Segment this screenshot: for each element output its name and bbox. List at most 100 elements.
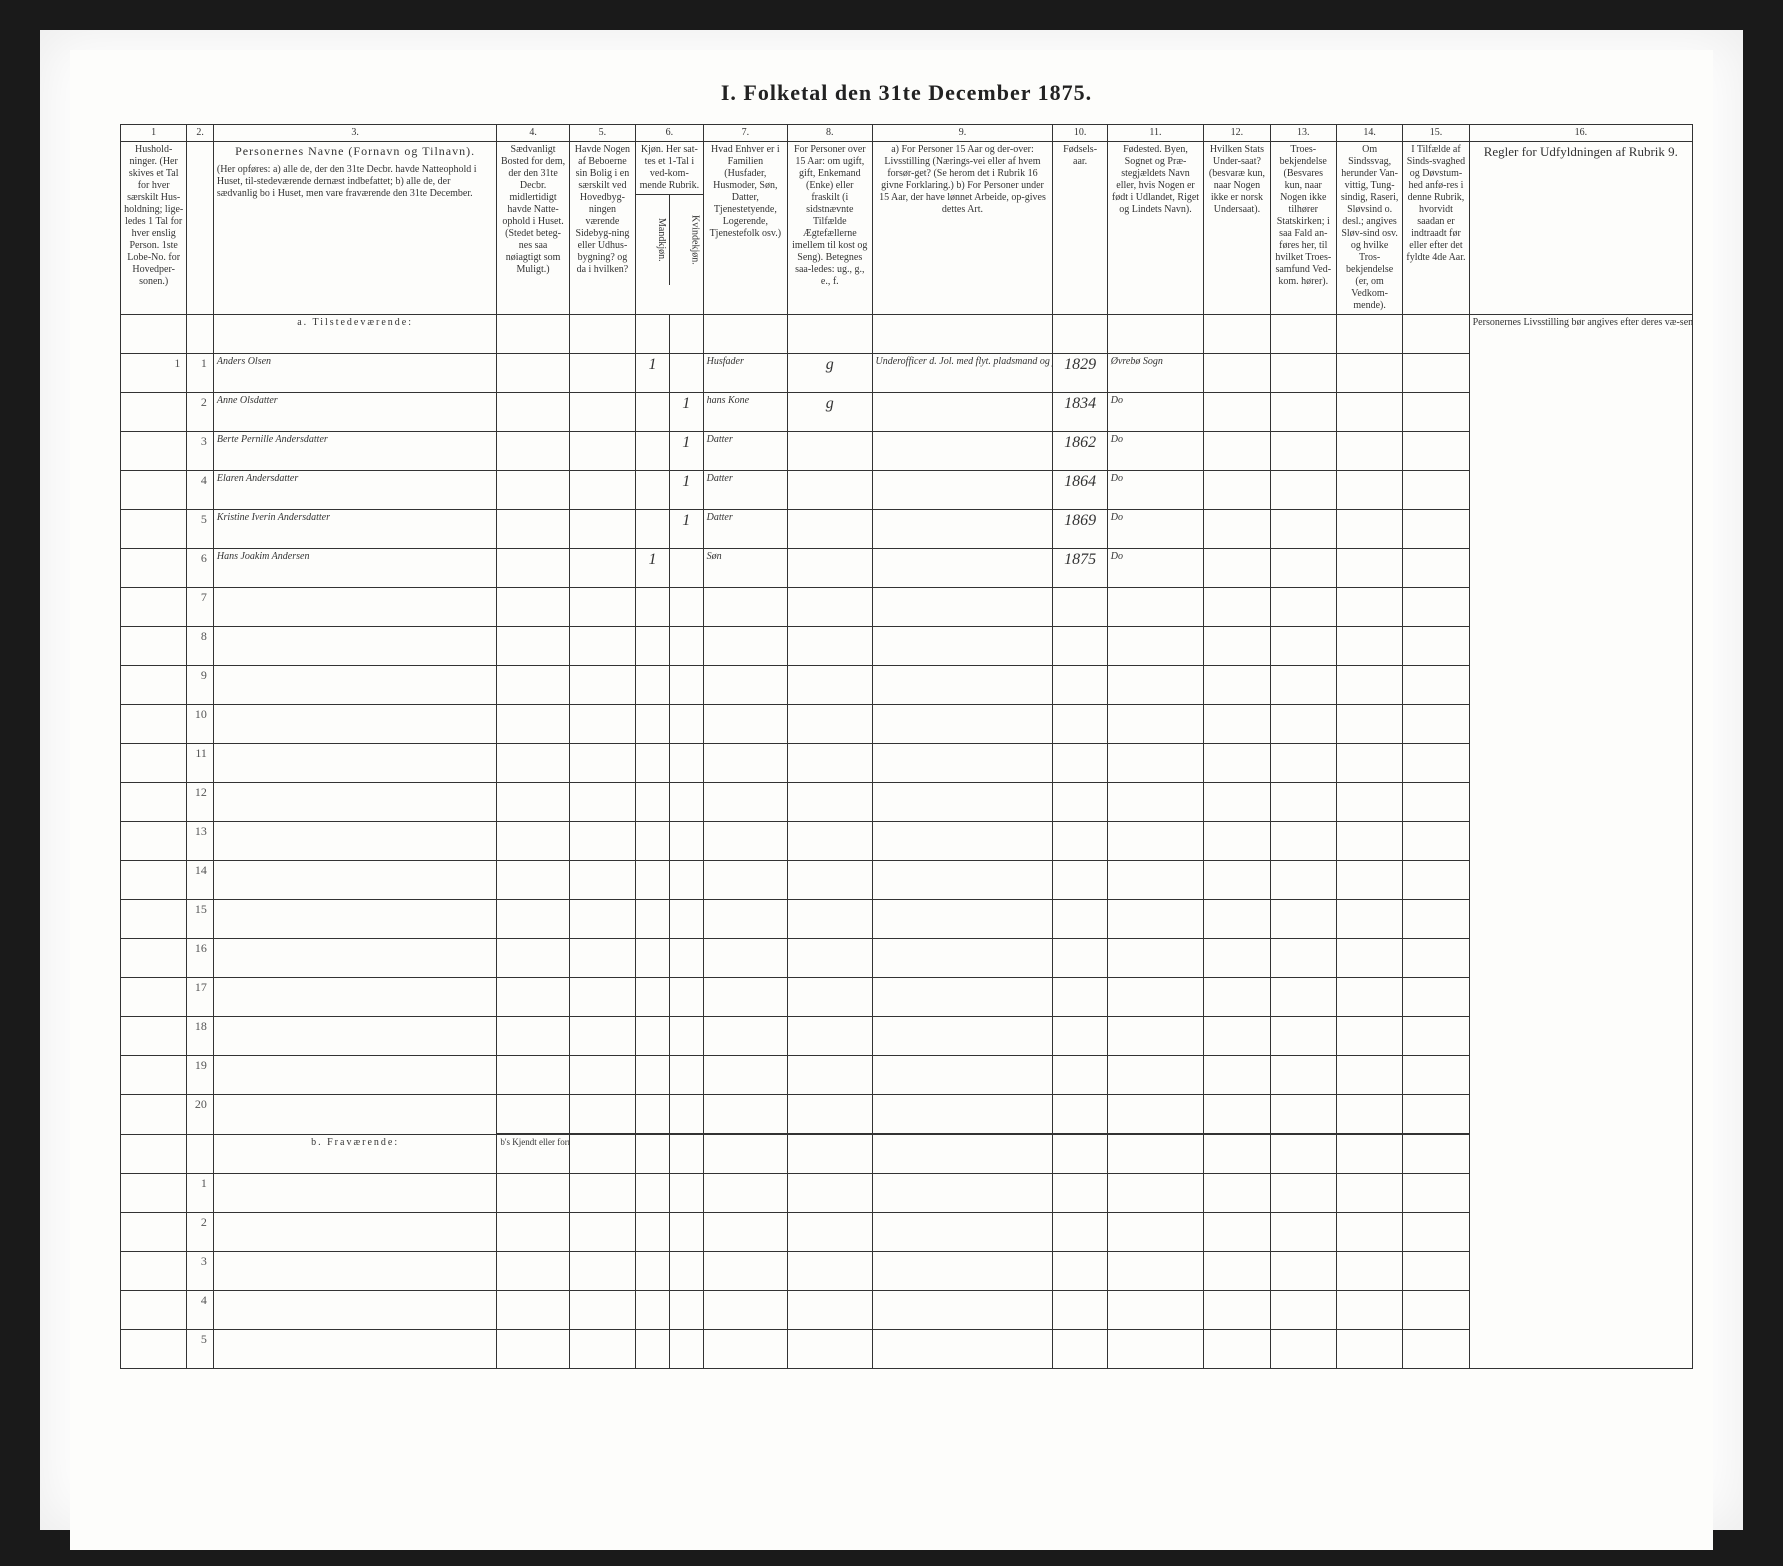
e-9-7 <box>872 666 1053 705</box>
place-4: Do <box>1107 510 1204 549</box>
e-12-10 <box>1204 783 1270 822</box>
c4-1 <box>497 393 569 432</box>
e-18-9 <box>1107 1017 1204 1056</box>
ab-5-10 <box>1204 1330 1270 1369</box>
e-15-4 <box>669 900 703 939</box>
e-20-8 <box>1053 1095 1107 1135</box>
c4-4 <box>497 510 569 549</box>
e-17-13 <box>1403 978 1469 1017</box>
e-9-9 <box>1107 666 1204 705</box>
e-20-2 <box>569 1095 635 1135</box>
ab-3-11 <box>1270 1252 1336 1291</box>
e-10-6 <box>788 705 872 744</box>
c5-5 <box>569 549 635 588</box>
ab-1-0 <box>213 1174 497 1213</box>
e-18-1 <box>497 1017 569 1056</box>
e-19-7 <box>872 1056 1053 1095</box>
e-num-7: 7 <box>187 588 214 627</box>
e-14-6 <box>788 861 872 900</box>
occ-3 <box>872 471 1053 510</box>
e-20-3 <box>636 1095 670 1135</box>
ab-4-1 <box>497 1291 569 1330</box>
ab-1-12 <box>1336 1174 1402 1213</box>
e-15-13 <box>1403 900 1469 939</box>
e-12-11 <box>1270 783 1336 822</box>
e-8-11 <box>1270 627 1336 666</box>
e-20-1 <box>497 1095 569 1135</box>
e-7-8 <box>1053 588 1107 627</box>
hdr-13: Troes-bekjendelse (Besvares kun, naar No… <box>1270 142 1336 315</box>
sec-a-b3 <box>669 315 703 354</box>
e-15-2 <box>569 900 635 939</box>
sexm-1 <box>636 393 670 432</box>
e-8-4 <box>669 627 703 666</box>
ab-5-1 <box>497 1330 569 1369</box>
hdr-9: a) For Personer 15 Aar og der-over: Livs… <box>872 142 1053 315</box>
e-9-2 <box>569 666 635 705</box>
sec-b-b2 <box>187 1134 214 1174</box>
table-row: 3Berte Pernille Andersdatter1Datter1862D… <box>121 432 1693 471</box>
e-15-5 <box>703 900 787 939</box>
e-18-4 <box>669 1017 703 1056</box>
ab-2-13 <box>1403 1213 1469 1252</box>
e-20-7 <box>872 1095 1053 1135</box>
ab-hh-1 <box>121 1174 187 1213</box>
colnum-6: 6. <box>636 125 704 142</box>
ab-3-5 <box>703 1252 787 1291</box>
c4-2 <box>497 432 569 471</box>
colnum-7: 7. <box>703 125 787 142</box>
c15-4 <box>1403 510 1469 549</box>
e-18-3 <box>636 1017 670 1056</box>
e-num-8: 8 <box>187 627 214 666</box>
fam-4: Datter <box>703 510 787 549</box>
e-17-4 <box>669 978 703 1017</box>
c14-4 <box>1336 510 1402 549</box>
ab-4-4 <box>669 1291 703 1330</box>
e-20-5 <box>703 1095 787 1135</box>
civ-0: g <box>788 354 872 393</box>
hh-4 <box>121 510 187 549</box>
hdr-6b: Kvindekjøn. <box>670 195 703 285</box>
ab-5-2 <box>569 1330 635 1369</box>
table-row: 5Kristine Iverin Andersdatter1Datter1869… <box>121 510 1693 549</box>
place-3: Do <box>1107 471 1204 510</box>
e-hh-18 <box>121 1017 187 1056</box>
ab-3-9 <box>1107 1252 1204 1291</box>
e-13-5 <box>703 822 787 861</box>
e-7-11 <box>1270 588 1336 627</box>
ab-5-13 <box>1403 1330 1469 1369</box>
e-17-2 <box>569 978 635 1017</box>
e-19-11 <box>1270 1056 1336 1095</box>
hdr-14: Om Sindssvag, herunder Van-vittig, Tung-… <box>1336 142 1402 315</box>
e-12-6 <box>788 783 872 822</box>
e-9-5 <box>703 666 787 705</box>
e-17-0 <box>213 978 497 1017</box>
hdr-4: Sædvanligt Bosted for dem, der den 31te … <box>497 142 569 315</box>
e-11-5 <box>703 744 787 783</box>
ab-1-3 <box>636 1174 670 1213</box>
e-19-8 <box>1053 1056 1107 1095</box>
table-row: 11Anders Olsen1HusfadergUnderofficer d. … <box>121 354 1693 393</box>
ab-1-10 <box>1204 1174 1270 1213</box>
ab-5-0 <box>213 1330 497 1369</box>
e-8-8 <box>1053 627 1107 666</box>
e-18-2 <box>569 1017 635 1056</box>
hh-2 <box>121 432 187 471</box>
e-11-2 <box>569 744 635 783</box>
ab-1-9 <box>1107 1174 1204 1213</box>
sec-a-blank1 <box>121 315 187 354</box>
hdr-10: Fødsels-aar. <box>1053 142 1107 315</box>
hdr-8: For Personer over 15 Aar: om ugift, gift… <box>788 142 872 315</box>
hdr-5: Havde Nogen af Beboerne sin Bolig i en s… <box>569 142 635 315</box>
ab-2-10 <box>1204 1213 1270 1252</box>
e-11-3 <box>636 744 670 783</box>
c13-3 <box>1270 471 1336 510</box>
ab-2-7 <box>872 1213 1053 1252</box>
sec-a-b6 <box>872 315 1053 354</box>
c12-2 <box>1204 432 1270 471</box>
e-9-6 <box>788 666 872 705</box>
table-row: 4Elaren Andersdatter1Datter1864Do <box>121 471 1693 510</box>
e-14-13 <box>1403 861 1469 900</box>
colnum-8: 8. <box>788 125 872 142</box>
e-10-11 <box>1270 705 1336 744</box>
